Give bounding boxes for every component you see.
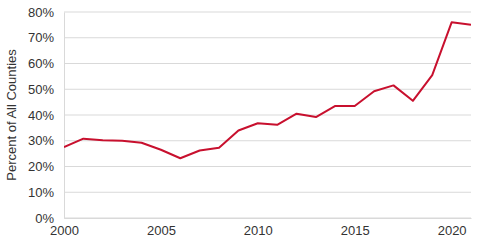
y-tick-label: 10%	[28, 185, 54, 200]
x-tick-label: 2010	[244, 223, 273, 238]
y-tick-label: 30%	[28, 133, 54, 148]
grid-line	[64, 37, 471, 38]
grid-line	[64, 12, 471, 13]
y-axis-line	[64, 13, 65, 219]
x-tick-label: 2000	[50, 223, 79, 238]
y-tick-label: 20%	[28, 159, 54, 174]
x-tick-label: 2020	[438, 223, 467, 238]
plot: 0%10%20%30%40%50%60%70%80%20002005201020…	[28, 5, 472, 239]
series	[64, 22, 471, 158]
x-tick-label: 2015	[341, 223, 370, 238]
grid-line	[64, 115, 471, 116]
x-tick-label: 2005	[147, 223, 176, 238]
grid-line	[64, 218, 471, 219]
grid-line	[64, 89, 471, 90]
x-axis-line	[65, 218, 472, 219]
y-tick-label: 50%	[28, 82, 54, 97]
y-tick-label: 40%	[28, 108, 54, 123]
grid-line	[64, 166, 471, 167]
x-tick: 2015	[341, 218, 370, 238]
y-tick-label: 70%	[28, 30, 54, 45]
x-tick: 2010	[244, 218, 273, 238]
y-tick: 60%	[28, 56, 64, 71]
y-axis: 0%10%20%30%40%50%60%70%80%	[28, 5, 65, 226]
y-axis-title: Percent of All Counties	[4, 49, 19, 181]
grid-line	[64, 63, 471, 64]
x-tick: 2000	[50, 218, 79, 238]
grid-line	[64, 192, 471, 193]
y-tick: 70%	[28, 30, 64, 45]
chart: 0%10%20%30%40%50%60%70%80%20002005201020…	[0, 0, 480, 244]
y-tick-label: 60%	[28, 56, 54, 71]
x-axis: 2000 2005 2010 2015 2020	[50, 218, 471, 238]
line	[64, 22, 471, 158]
y-tick-label: 80%	[28, 5, 54, 20]
x-tick: 2020	[438, 218, 467, 238]
grid	[64, 12, 471, 218]
x-tick: 2005	[147, 218, 176, 238]
y-tick: 40%	[28, 108, 64, 123]
y-tick: 80%	[28, 5, 64, 20]
y-tick: 50%	[28, 82, 64, 97]
y-tick: 10%	[28, 185, 64, 200]
y-tick: 30%	[28, 133, 64, 148]
y-tick: 20%	[28, 159, 64, 174]
